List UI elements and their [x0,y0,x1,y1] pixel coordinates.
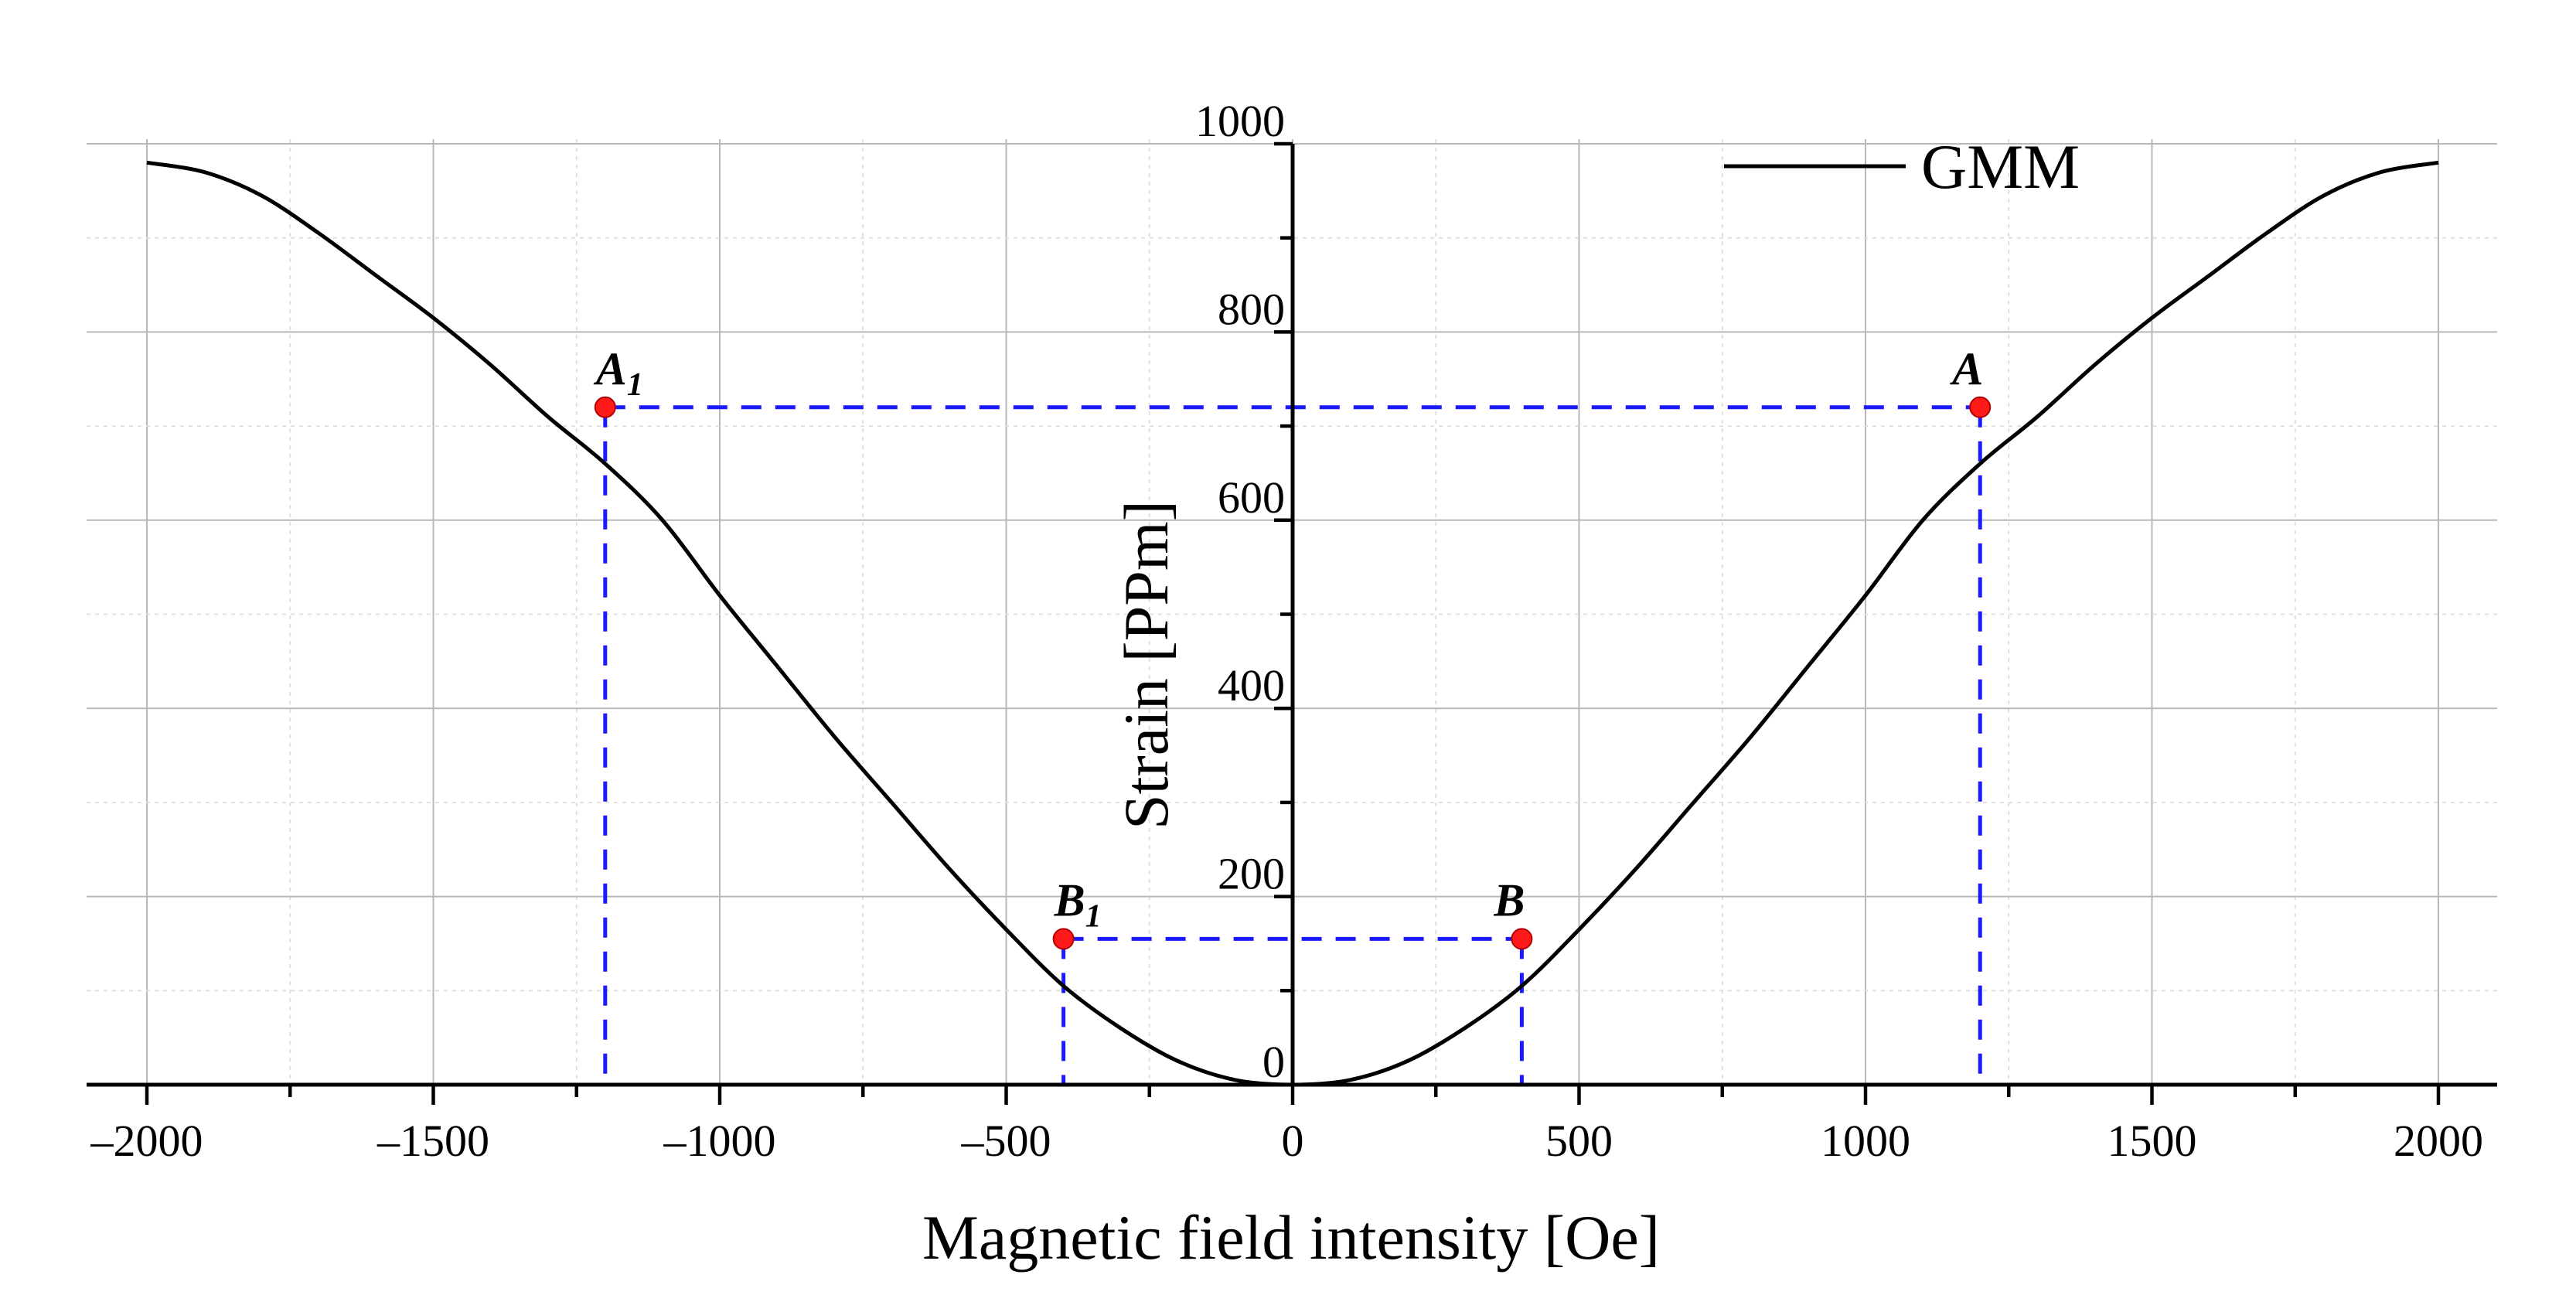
x-tick-label: 2000 [2394,1116,2483,1166]
x-tick-label: 500 [1545,1116,1613,1166]
legend-label-gmm: GMM [1921,131,2080,202]
point-label: B1 [1054,874,1102,934]
x-tick-label: 1000 [1821,1116,1910,1166]
point-marker [1052,928,1075,950]
point-label-letter: A [1949,343,1983,394]
y-tick-label: 600 [1218,472,1285,523]
point-marker [1511,928,1533,950]
x-axis-title: Magnetic field intensity [Oe] [922,1202,1660,1273]
y-tick-label: 800 [1218,284,1285,334]
legend: GMM [1724,131,2080,202]
point-label-letter: A [593,343,627,394]
point-label: B [1493,874,1525,925]
y-tick-label: 400 [1218,660,1285,711]
y-tick-label: 1000 [1195,96,1285,146]
y-axis-title: Strain [PPm] [1111,500,1181,830]
x-tick-label: –1500 [377,1116,489,1166]
point-label-subscript: 1 [627,367,643,403]
series-line-gmm [146,160,2439,1087]
point-label-subscript: 1 [1085,898,1102,934]
series-gmm [146,160,2439,1087]
x-tick-label: 1500 [2107,1116,2197,1166]
y-tick-label: 0 [1262,1037,1285,1087]
y-tick-label: 200 [1218,849,1285,899]
x-tick-label: –2000 [90,1116,203,1166]
point-label: A [1949,343,1983,394]
x-tick-label: –500 [961,1116,1051,1166]
x-tick-label: –1000 [663,1116,776,1166]
point-marker [594,396,616,418]
x-tick-label: 0 [1282,1116,1304,1166]
point-label-letter: B [1054,874,1085,925]
ticks: –2000 –1500 –1000 –500 0 500 1000 1500 2000 0 200 4… [90,96,2484,1166]
point-label-letter: B [1493,874,1525,925]
point-marker [1969,396,1992,418]
point-label: A1 [593,343,643,403]
